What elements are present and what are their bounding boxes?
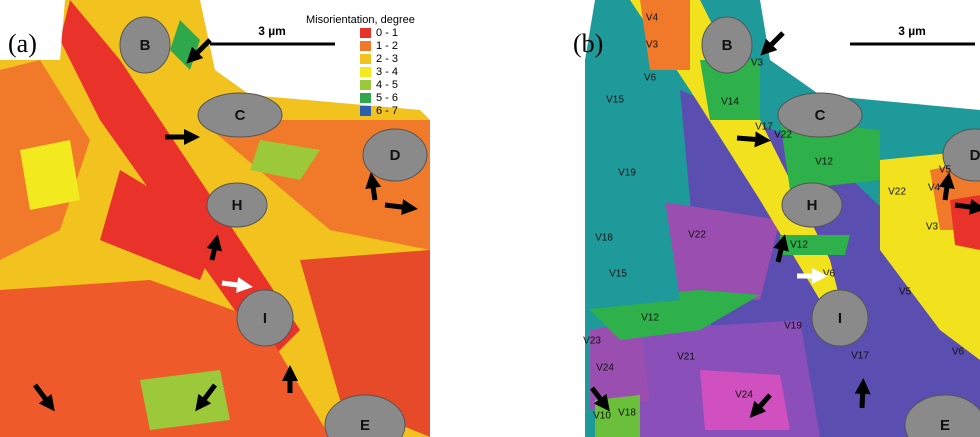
- particle-label: E: [940, 417, 950, 434]
- particle-label: B: [722, 37, 733, 54]
- variant-label: V15: [606, 95, 624, 106]
- variant-label: V12: [790, 240, 808, 251]
- variant-label: V3: [646, 40, 659, 51]
- variant-label: V6: [952, 347, 965, 358]
- variant-label: V15: [609, 269, 627, 280]
- panel-label: (b): [573, 29, 603, 58]
- variant-label: V3: [926, 222, 939, 233]
- arrow: [372, 180, 375, 200]
- variant-label: V4: [646, 13, 659, 24]
- legend-swatch: [360, 80, 371, 90]
- particle-label: B: [140, 37, 151, 54]
- legend-label: 5 - 6: [376, 92, 398, 104]
- variant-label: V12: [815, 157, 833, 168]
- particle-label: D: [390, 147, 401, 164]
- variant-label: V22: [688, 230, 706, 241]
- variant-label: V3: [751, 58, 764, 69]
- panel-label: (a): [8, 29, 37, 58]
- variant-label: V18: [595, 233, 613, 244]
- legend-label: 0 - 1: [376, 27, 398, 39]
- variant-map: [565, 0, 980, 437]
- particle-label: I: [263, 310, 267, 327]
- arrow: [945, 180, 948, 200]
- variant-label: V12: [641, 313, 659, 324]
- arrow: [766, 33, 783, 50]
- arrow: [222, 283, 245, 286]
- variant-label: V10: [593, 411, 611, 422]
- scale-bar-label: 3 µm: [258, 24, 286, 38]
- variant-label: V17: [851, 351, 869, 362]
- legend-swatch: [360, 41, 371, 51]
- figure: B C D H I E (a) 3 µm B C D H I E (b) 3 µm Misorientation…: [0, 0, 980, 437]
- legend-title: Misorientation, degree: [306, 14, 415, 26]
- legend-label: 6 - 7: [376, 105, 398, 117]
- legend-swatch: [360, 54, 371, 64]
- legend-swatch: [360, 67, 371, 77]
- legend-label: 2 - 3: [376, 53, 398, 65]
- particle-label: H: [232, 197, 243, 214]
- variant-label: V18: [618, 408, 636, 419]
- arrow: [385, 205, 410, 208]
- variant-label: V19: [784, 321, 802, 332]
- variant-label: V6: [644, 73, 657, 84]
- variant-label: V4: [928, 183, 941, 194]
- variant-label: V19: [618, 168, 636, 179]
- variant-label: V17: [755, 122, 773, 133]
- arrow: [955, 205, 978, 208]
- legend-label: 3 - 4: [376, 66, 398, 78]
- particle-label: E: [360, 417, 370, 434]
- variant-label: V23: [583, 336, 601, 347]
- legend-swatch: [360, 93, 371, 103]
- variant-label: V14: [721, 97, 739, 108]
- particle-label: C: [235, 107, 246, 124]
- variant-label: V24: [735, 390, 753, 401]
- particle-label: C: [815, 107, 826, 124]
- legend-label: 4 - 5: [376, 79, 398, 91]
- arrow: [862, 386, 863, 408]
- particle-label: H: [807, 197, 818, 214]
- variant-label: V22: [774, 130, 792, 141]
- variant-label: V6: [823, 269, 836, 280]
- variant-label: V24: [596, 363, 614, 374]
- variant-label: V5: [939, 165, 952, 176]
- variant-label: V21: [677, 352, 695, 363]
- scale-bar-label: 3 µm: [898, 24, 926, 38]
- particle-label: D: [970, 147, 980, 164]
- variant-label: V5: [899, 287, 912, 298]
- legend-label: 1 - 2: [376, 40, 398, 52]
- legend-swatch: [360, 28, 371, 38]
- arrow: [737, 138, 763, 140]
- legend-swatch: [360, 106, 371, 116]
- particle-label: I: [838, 310, 842, 327]
- variant-label: V22: [888, 187, 906, 198]
